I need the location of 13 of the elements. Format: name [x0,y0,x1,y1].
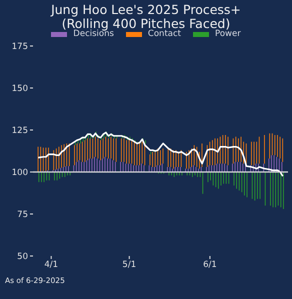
legend-label: Contact [148,29,181,39]
x-tick-label: 4/1 [44,260,58,270]
y-tick-label: 125 [12,126,28,136]
legend-label: Decisions [73,29,114,39]
y-tick-label: 75 [17,210,28,220]
y-tick-label: 100 [12,168,28,178]
y-tick-label: 50 [17,252,28,262]
legend-label: Power [215,29,241,39]
chart-title: Jung Hoo Lee's 2025 Process+ (Rolling 400 Pitches Faced) [50,2,242,31]
x-tick-label: 5/1 [122,260,136,270]
x-tick-label: 6/1 [203,260,217,270]
y-tick-label: 150 [12,84,28,94]
y-tick-label: 175 [12,42,28,52]
